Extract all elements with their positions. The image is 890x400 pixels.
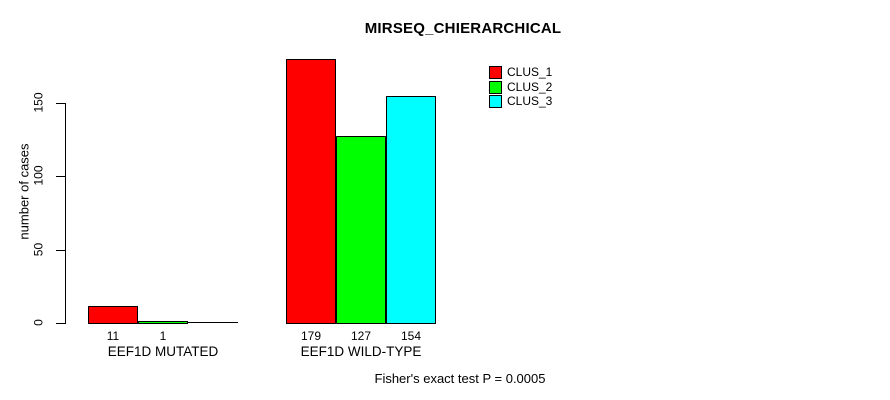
bar-value-label: 11 [106,329,120,343]
x-axis-category-label: EEF1D MUTATED [107,344,219,359]
bar-value-label: 127 [350,329,372,343]
legend-label: CLUS_2 [507,79,553,94]
chart-title: MIRSEQ_CHIERARCHICAL [364,20,562,37]
y-axis-tick-label: 50 [31,242,46,257]
y-axis-tick-label: 0 [31,319,46,326]
bar-clus_1-eef1d-wild-type [286,59,336,324]
legend-swatch-clus_1 [489,66,502,79]
y-axis-tick [56,103,65,104]
legend-label: CLUS_1 [507,65,553,79]
y-axis-tick [56,176,65,177]
legend-item: CLUS_2 [489,79,553,94]
x-axis-category-label: EEF1D WILD-TYPE [300,344,422,359]
y-axis-tick [56,323,65,324]
legend-item: CLUS_1 [489,66,552,79]
bar-value-label: 179 [300,329,322,343]
y-axis-tick [56,250,65,251]
legend-label: CLUS_3 [507,94,553,108]
annotation-text: Fisher's exact test P = 0.0005 [374,371,546,386]
bar-value-label: 154 [400,329,422,343]
bar-clus_1-eef1d-mutated [88,306,138,324]
bar-value-label: 1 [159,329,167,343]
legend-swatch-clus_2 [489,80,502,94]
bar-clus_2-eef1d-wild-type [336,136,386,324]
bar-clus_3-eef1d-wild-type [386,96,436,324]
legend-item: CLUS_3 [489,95,552,108]
legend: CLUS_1 CLUS_2 CLUS_3 [489,66,609,112]
y-axis-line [65,103,66,324]
bar-clus_3-eef1d-mutated [188,322,238,323]
legend-swatch-clus_3 [489,95,502,108]
bar-clus_2-eef1d-mutated [138,321,188,324]
y-axis-tick-label: 150 [31,92,46,113]
y-axis-tick-label: 100 [31,165,46,186]
